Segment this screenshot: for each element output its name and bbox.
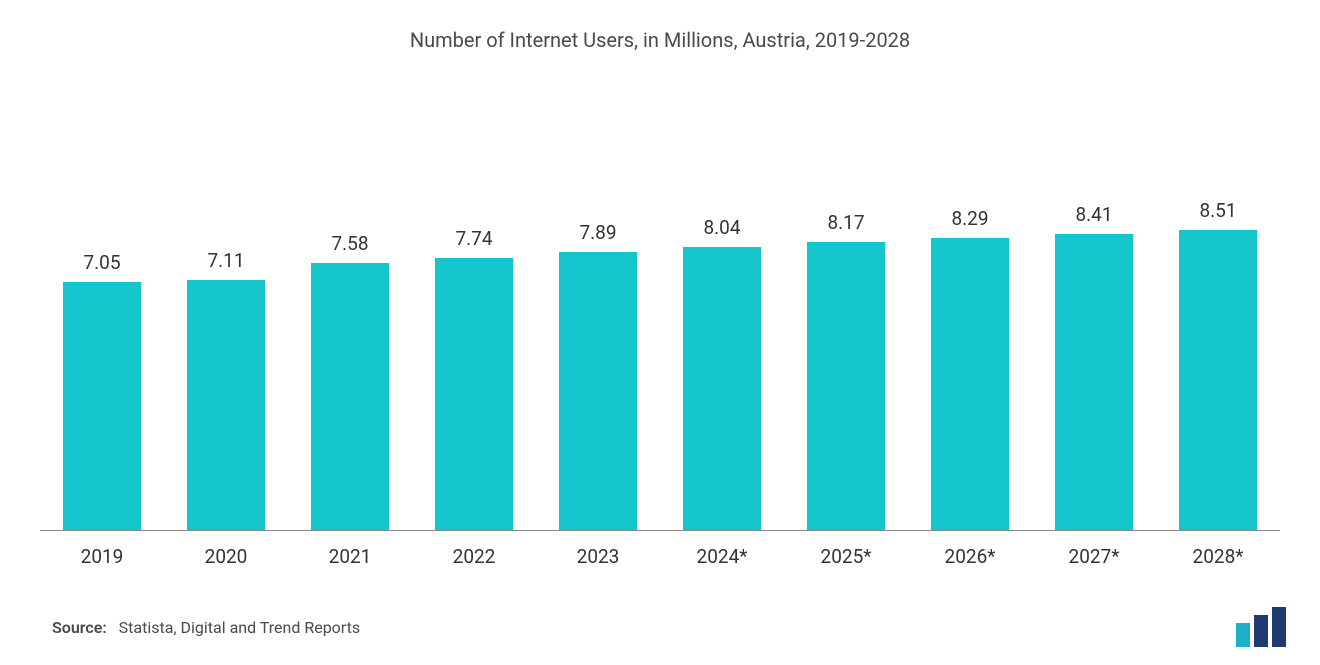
x-axis-label: 2028*	[1156, 531, 1280, 568]
x-axis-label: 2020	[164, 531, 288, 568]
bar-value-label: 8.51	[1199, 199, 1236, 222]
x-axis-label: 2026*	[908, 531, 1032, 568]
bar-value-label: 8.04	[703, 216, 740, 239]
chart-plot-area: 7.05 7.11 7.58 7.74 7.89 8.04 8.17 8.29 8.41 8.51	[40, 90, 1280, 530]
source-label: Source:	[52, 618, 107, 637]
bar-group: 7.58	[288, 232, 412, 530]
bar	[311, 263, 389, 530]
x-axis-label: 2022	[412, 531, 536, 568]
chart-title: Number of Internet Users, in Millions, A…	[0, 0, 1320, 52]
source-attribution: Source: Statista, Digital and Trend Repo…	[52, 618, 360, 637]
x-axis-label: 2021	[288, 531, 412, 568]
bar-value-label: 7.11	[207, 249, 244, 272]
bar	[807, 242, 885, 530]
source-text: Statista, Digital and Trend Reports	[119, 618, 360, 637]
bar	[559, 252, 637, 530]
bar-group: 8.51	[1156, 199, 1280, 530]
bar	[683, 247, 761, 530]
bar-group: 8.04	[660, 216, 784, 530]
bar-value-label: 7.89	[579, 221, 616, 244]
bar	[187, 280, 265, 530]
bar	[63, 282, 141, 530]
bar-value-label: 7.05	[83, 251, 120, 274]
bar-group: 7.89	[536, 221, 660, 530]
bar	[435, 258, 513, 530]
bar-value-label: 8.29	[951, 207, 988, 230]
bar-group: 7.11	[164, 249, 288, 530]
bar-value-label: 7.58	[331, 232, 368, 255]
bar-group: 8.17	[784, 211, 908, 530]
bar-group: 8.41	[1032, 203, 1156, 530]
bar	[931, 238, 1009, 530]
bar-group: 7.05	[40, 251, 164, 530]
x-axis-label: 2027*	[1032, 531, 1156, 568]
x-axis: 201920202021202220232024*2025*2026*2027*…	[40, 530, 1280, 568]
bar-value-label: 8.17	[827, 211, 864, 234]
x-axis-label: 2024*	[660, 531, 784, 568]
bar-value-label: 7.74	[455, 227, 492, 250]
bar-value-label: 8.41	[1075, 203, 1112, 226]
bar	[1179, 230, 1257, 530]
x-axis-label: 2025*	[784, 531, 908, 568]
x-axis-label: 2023	[536, 531, 660, 568]
bar-group: 7.74	[412, 227, 536, 530]
brand-logo	[1234, 607, 1290, 647]
x-axis-label: 2019	[40, 531, 164, 568]
bar	[1055, 234, 1133, 530]
bar-group: 8.29	[908, 207, 1032, 530]
